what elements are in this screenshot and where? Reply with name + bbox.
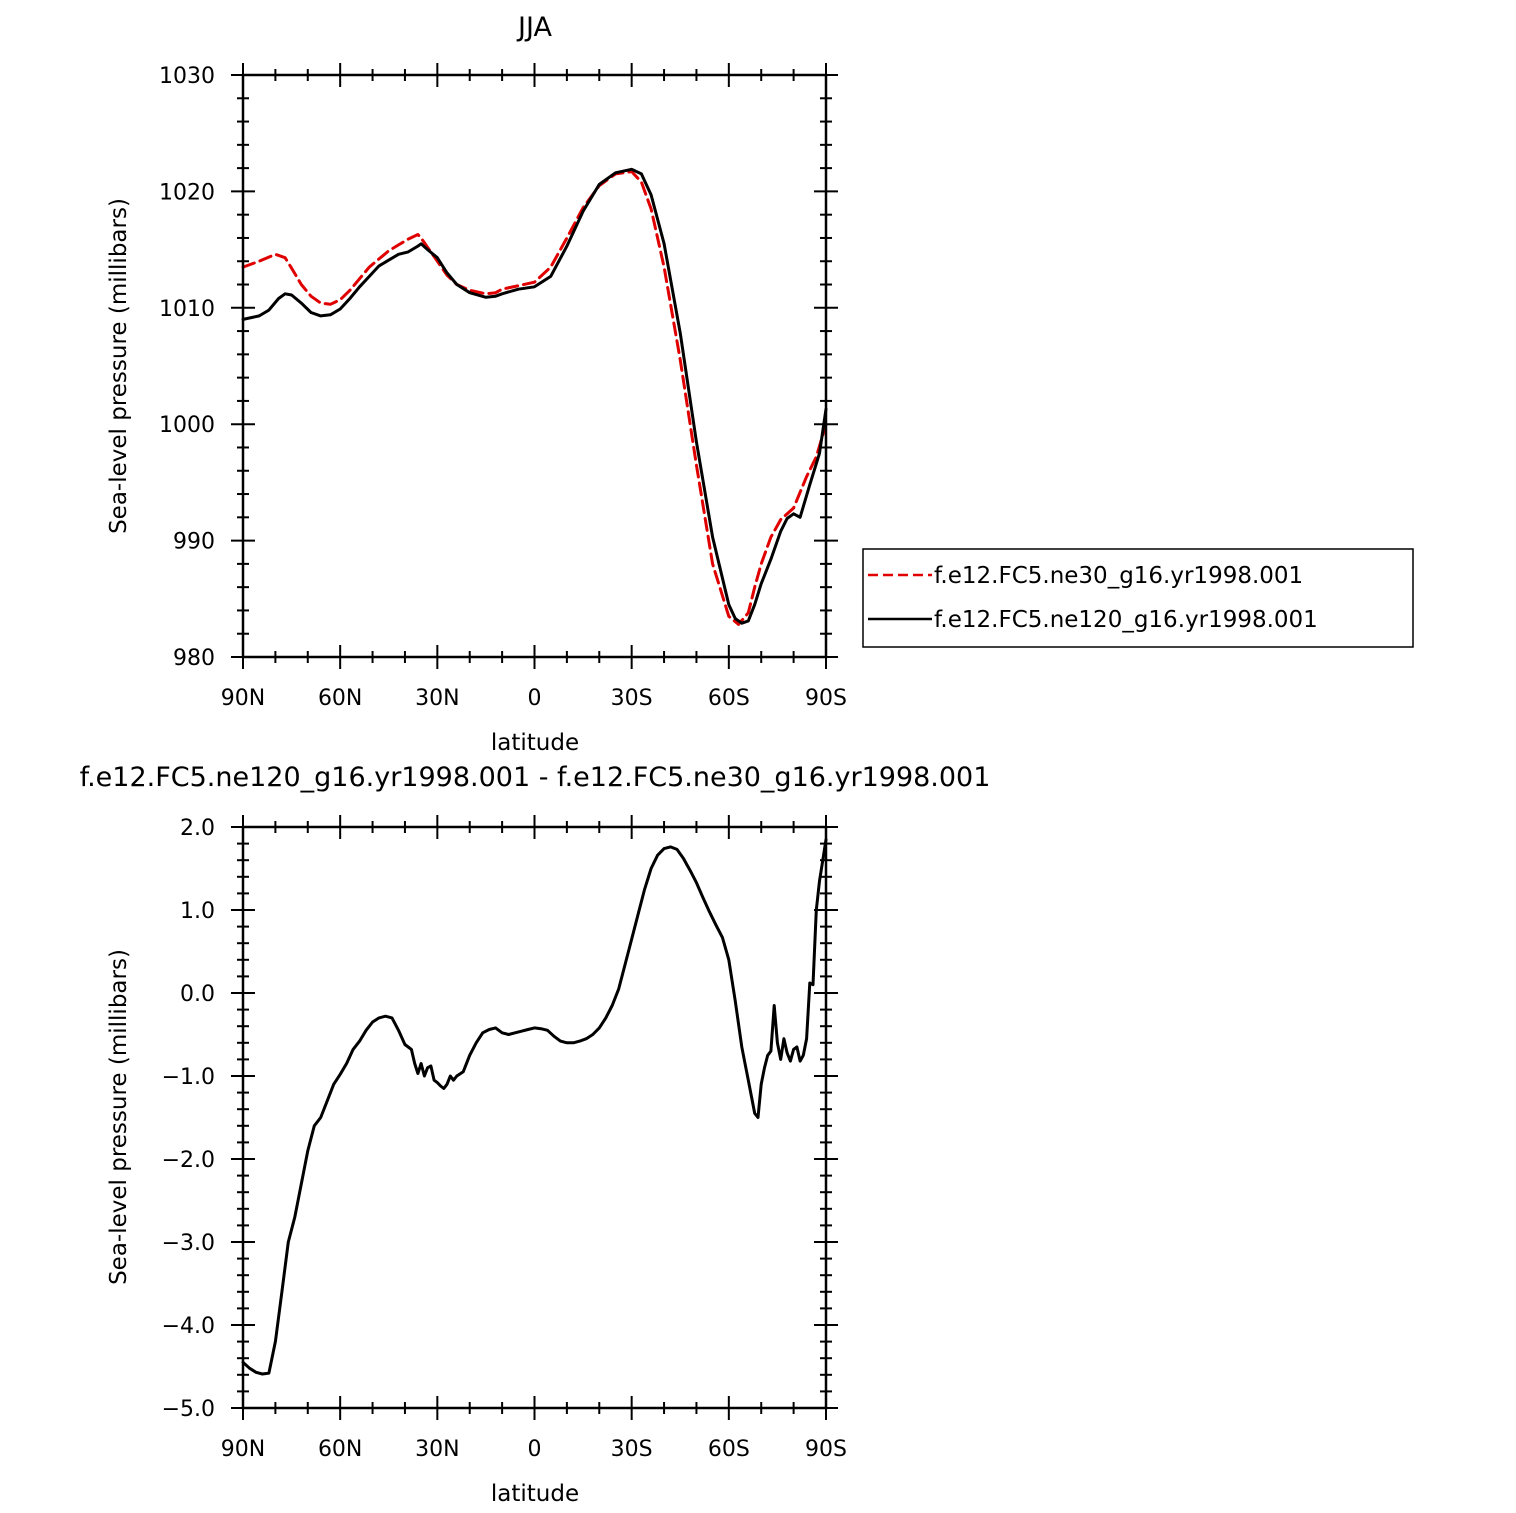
y-tick-label: 1000: [159, 413, 215, 438]
y-tick-label: −5.0: [162, 1397, 215, 1422]
x-tick-label: 30N: [415, 1437, 459, 1462]
y-tick-label: 0.0: [180, 982, 215, 1007]
y-tick-label: 1010: [159, 297, 215, 322]
y-tick-label: 1020: [159, 180, 215, 205]
bottom-chart-ticks: 90N 60N 30N 0 30S 60S 90S −5.0 −4.0 −3.0 −2.0 −1.0 0…: [162, 815, 847, 1462]
x-tick-label: 60S: [708, 1437, 750, 1462]
top-series-line-1: [241, 167, 828, 625]
legend: f.e12.FC5.ne30_g16.yr1998.001 f.e12.FC5.…: [862, 548, 1414, 648]
y-tick-label: −2.0: [162, 1148, 215, 1173]
y-tick-label: −1.0: [162, 1065, 215, 1090]
x-tick-label: 60N: [318, 686, 362, 711]
x-tick-label: 90N: [221, 1437, 265, 1462]
y-tick-label: −3.0: [162, 1231, 215, 1256]
legend-label-ne120: f.e12.FC5.ne120_g16.yr1998.001: [934, 607, 1318, 633]
x-tick-label: 30S: [611, 686, 653, 711]
y-tick-label: 980: [173, 646, 215, 671]
x-tick-label: 30S: [611, 1437, 653, 1462]
top-chart-series-layer: [241, 167, 828, 626]
bottom-chart-title: f.e12.FC5.ne120_g16.yr1998.001 - f.e12.F…: [80, 762, 991, 793]
top-chart-panel: JJA 90N 60N 30N 0 30S 60S 90S 980 990 1000 1010 102…: [106, 12, 1414, 756]
top-chart-ticks: 90N 60N 30N 0 30S 60S 90S 980 990 1000 1010 1020 103…: [159, 63, 847, 711]
legend-label-ne30: f.e12.FC5.ne30_g16.yr1998.001: [934, 563, 1303, 589]
y-tick-label: −4.0: [162, 1314, 215, 1339]
bottom-chart-x-axis-label: latitude: [491, 1481, 579, 1507]
y-tick-label: 990: [173, 530, 215, 555]
x-tick-label: 0: [528, 686, 542, 711]
bottom-chart-plot-frame: [241, 825, 828, 1410]
y-tick-label: 1.0: [180, 899, 215, 924]
x-tick-label: 90S: [805, 1437, 847, 1462]
y-tick-label: 1030: [159, 64, 215, 89]
x-tick-label: 60S: [708, 686, 750, 711]
top-chart-y-axis-label: Sea-level pressure (millibars): [106, 198, 132, 534]
bottom-series-line-0: [241, 838, 828, 1376]
bottom-chart-y-axis-label: Sea-level pressure (millibars): [106, 949, 132, 1285]
top-chart-plot-frame: [241, 73, 828, 659]
y-tick-label: 2.0: [180, 816, 215, 841]
bottom-chart-series-layer: [241, 838, 828, 1376]
legend-box: [862, 548, 1414, 648]
top-chart-title: JJA: [516, 12, 552, 43]
x-tick-label: 60N: [318, 1437, 362, 1462]
x-tick-label: 0: [528, 1437, 542, 1462]
x-tick-label: 90S: [805, 686, 847, 711]
top-chart-x-axis-label: latitude: [491, 730, 579, 756]
x-tick-label: 90N: [221, 686, 265, 711]
x-tick-label: 30N: [415, 686, 459, 711]
bottom-chart-panel: f.e12.FC5.ne120_g16.yr1998.001 - f.e12.F…: [80, 762, 991, 1507]
top-series-line-0: [241, 170, 828, 626]
